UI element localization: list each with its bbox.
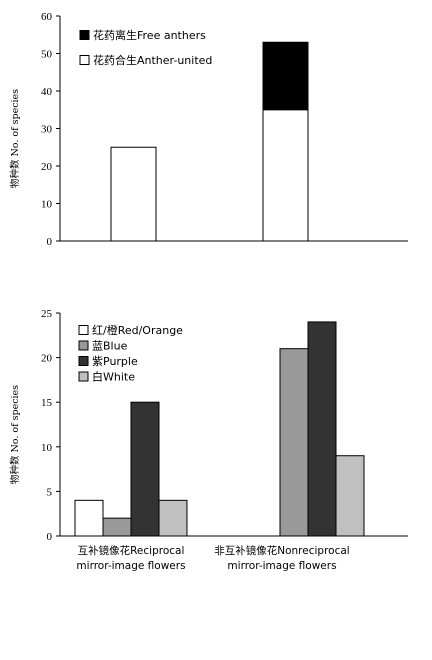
chart2-y-tick-label: 25 bbox=[41, 308, 53, 320]
chart1-y-tick-label: 40 bbox=[41, 86, 53, 98]
chart1-y-tick-label: 60 bbox=[41, 11, 53, 23]
chart2-y-tick-label: 0 bbox=[47, 531, 53, 543]
chart1-y-tick-label: 20 bbox=[41, 161, 53, 173]
chart2-legend-swatch bbox=[78, 325, 89, 335]
chart2-bar-2-series-4 bbox=[335, 455, 365, 537]
chart2-bar-1-series-4 bbox=[158, 499, 188, 537]
chart2-legend-swatch bbox=[78, 340, 89, 351]
chart2-y-tick-label: 5 bbox=[47, 486, 53, 498]
chart1: 0 10 20 30 40 50 60 物种数 No. of species 花药离生Free … bbox=[9, 11, 408, 248]
chart1-y-tick-label: 10 bbox=[41, 199, 53, 211]
chart1-legend-swatch bbox=[79, 30, 90, 40]
chart1-y-axis-title: 物种数 No. of species bbox=[9, 89, 21, 188]
chart2-bar-2-series-3 bbox=[307, 321, 337, 537]
chart2-legend-swatch bbox=[78, 371, 89, 382]
chart1-y-tick-label: 30 bbox=[41, 124, 53, 136]
chart2-category-label: mirror-image flowers bbox=[227, 560, 336, 572]
chart2-y-axis-title: 物种数 No. of species bbox=[9, 385, 21, 484]
chart2: 0 5 10 15 20 25 物种数 No. of species 红/橙Red/Orang… bbox=[9, 308, 408, 572]
chart2-legend-label: 蓝Blue bbox=[92, 340, 128, 353]
chart1-legend-label: 花药合生Anther-united bbox=[93, 53, 212, 67]
chart2-category-label: mirror-image flowers bbox=[76, 560, 185, 572]
chart2-category-label: 非互补镜像花Nonreciprocal bbox=[214, 544, 349, 557]
chart2-category-label: 互补镜像花Reciprocal bbox=[78, 544, 185, 557]
chart1-y-tick-label: 0 bbox=[47, 236, 53, 248]
chart1-bar-2-series-2 bbox=[262, 41, 309, 111]
chart1-bar-2-series-1 bbox=[262, 109, 309, 242]
chart1-legend-label: 花药离生Free anthers bbox=[93, 28, 206, 42]
chart2-bar-2-series-2 bbox=[279, 348, 309, 537]
chart2-bar-1-series-1 bbox=[74, 499, 104, 537]
chart1-bar-1-series-1 bbox=[110, 146, 157, 242]
chart2-legend-label: 紫Purple bbox=[92, 355, 138, 368]
chart2-bar-1-series-3 bbox=[130, 401, 160, 537]
chart2-bar-1-series-2 bbox=[102, 517, 132, 537]
chart2-legend-label: 白White bbox=[92, 370, 135, 384]
chart2-y-tick-label: 10 bbox=[41, 442, 53, 454]
chart1-legend-swatch bbox=[79, 55, 90, 65]
chart2-y-tick-label: 20 bbox=[41, 353, 53, 365]
chart2-legend-label: 红/橙Red/Orange bbox=[92, 323, 183, 337]
chart2-legend-swatch bbox=[78, 356, 89, 366]
chart2-y-tick-label: 15 bbox=[41, 397, 53, 409]
chart1-y-tick-label: 50 bbox=[41, 49, 53, 61]
